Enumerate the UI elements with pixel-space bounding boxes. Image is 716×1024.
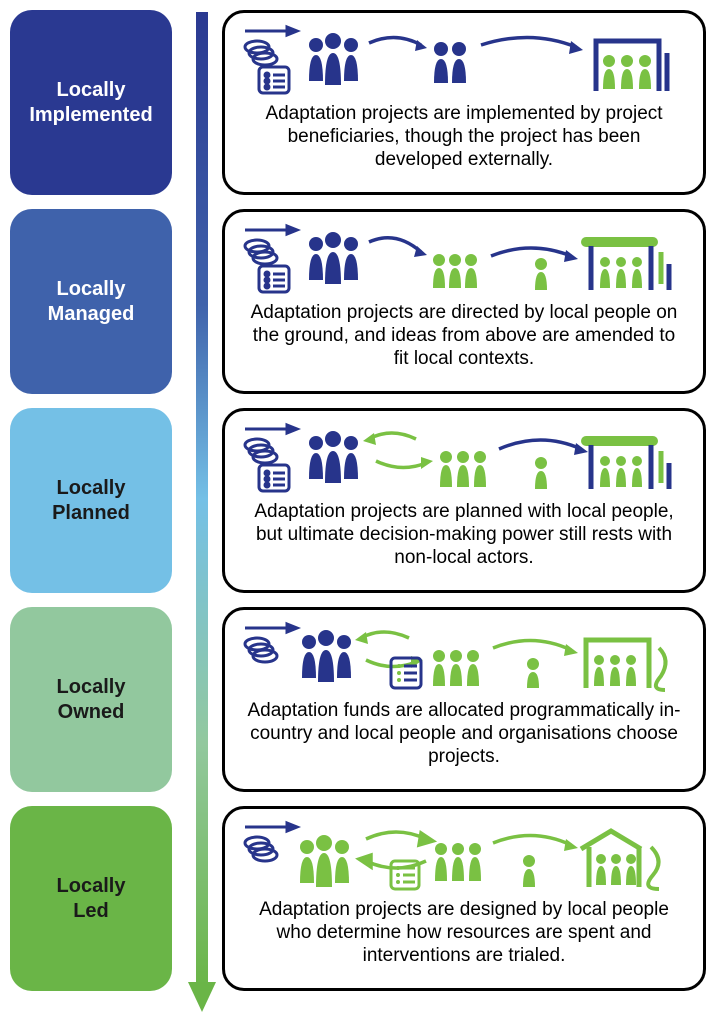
level-row-planned: LocallyPlanned — [10, 408, 706, 593]
funding-icon — [245, 823, 297, 861]
bodies-blue-mid — [434, 42, 466, 83]
level-desc-box-planned: Adaptation projects are planned with loc… — [222, 408, 706, 593]
level-label-led: LocallyLed — [10, 806, 172, 991]
people-group-blue — [309, 33, 358, 85]
level-label-text: LocallyLed — [57, 874, 126, 924]
people-green-left — [300, 835, 349, 887]
person-green-right — [535, 258, 547, 290]
funding-icon — [245, 226, 297, 292]
level-icons-planned — [241, 421, 687, 499]
level-row-implemented: LocallyImplemented — [10, 10, 706, 195]
level-desc-box-implemented: Adaptation projects are implemented by p… — [222, 10, 706, 195]
level-label-implemented: LocallyImplemented — [10, 10, 172, 195]
level-icons-implemented — [241, 23, 687, 101]
level-label-text: LocallyPlanned — [52, 476, 130, 526]
level-label-planned: LocallyPlanned — [10, 408, 172, 593]
people-blue — [309, 232, 358, 284]
people-green-mid — [440, 451, 486, 487]
people-green-mid — [435, 843, 481, 881]
funding-icon — [245, 27, 297, 93]
people-green-mid — [433, 650, 479, 686]
level-desc-box-owned: Adaptation funds are allocated programma… — [222, 607, 706, 792]
funding-icon — [245, 425, 297, 491]
level-label-owned: LocallyOwned — [10, 607, 172, 792]
level-desc-text: Adaptation projects are designed by loca… — [241, 897, 687, 967]
level-label-text: LocallyImplemented — [29, 78, 152, 128]
level-row-led: LocallyLed — [10, 806, 706, 991]
shelter-mixed — [586, 242, 669, 290]
level-row-owned: LocallyOwned — [10, 607, 706, 792]
level-icons-owned — [241, 620, 687, 698]
level-desc-text: Adaptation projects are directed by loca… — [241, 300, 687, 370]
level-desc-text: Adaptation projects are planned with loc… — [241, 499, 687, 569]
people-blue — [302, 630, 351, 682]
shelter-mixed — [586, 441, 669, 489]
level-desc-text: Adaptation projects are implemented by p… — [241, 101, 687, 171]
level-icons-led — [241, 819, 687, 897]
spectrum-container: LocallyImplemented — [10, 10, 706, 991]
cycle-arrows — [359, 832, 433, 868]
level-desc-text: Adaptation funds are allocated programma… — [241, 698, 687, 768]
level-row-managed: LocallyManaged — [10, 209, 706, 394]
level-label-text: LocallyOwned — [57, 675, 126, 725]
level-desc-box-led: Adaptation projects are designed by loca… — [222, 806, 706, 991]
arrow-curve-2 — [481, 37, 576, 47]
people-green-mid — [433, 254, 477, 288]
arrow-curve-1 — [369, 37, 421, 45]
funding-icon — [245, 624, 297, 662]
level-label-managed: LocallyManaged — [10, 209, 172, 394]
level-icons-managed — [241, 222, 687, 300]
level-label-text: LocallyManaged — [48, 277, 135, 327]
level-desc-box-managed: Adaptation projects are directed by loca… — [222, 209, 706, 394]
people-green-shelter — [603, 55, 651, 89]
people-blue — [309, 431, 358, 483]
